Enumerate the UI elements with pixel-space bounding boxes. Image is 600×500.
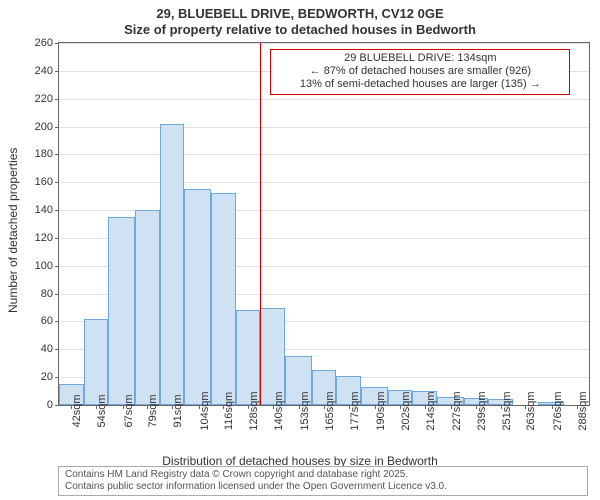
y-tick-mark (55, 349, 59, 350)
y-tick-label: 40 (41, 343, 53, 355)
x-tick-label: 104sqm (199, 391, 211, 430)
y-tick-mark (55, 182, 59, 183)
x-tick-label: 251sqm (501, 391, 513, 430)
y-tick-mark (55, 321, 59, 322)
y-tick-mark (55, 377, 59, 378)
y-tick-mark (55, 210, 59, 211)
y-tick-mark (55, 266, 59, 267)
y-tick-mark (55, 43, 59, 44)
chart-title-line2: Size of property relative to detached ho… (0, 22, 600, 37)
y-tick-label: 160 (35, 176, 53, 188)
y-axis-label: Number of detached properties (6, 148, 20, 313)
y-tick-label: 80 (41, 288, 53, 300)
x-tick-label: 202sqm (400, 391, 412, 430)
x-tick-label: 67sqm (123, 394, 135, 427)
gridline (59, 43, 589, 44)
x-tick-label: 54sqm (96, 394, 108, 427)
annotation-line: 29 BLUEBELL DRIVE: 134sqm (275, 52, 565, 65)
gridline (59, 182, 589, 183)
x-tick-label: 263sqm (525, 391, 537, 430)
x-tick-label: 79sqm (147, 394, 159, 427)
x-tick-label: 214sqm (425, 391, 437, 430)
chart-title-line1: 29, BLUEBELL DRIVE, BEDWORTH, CV12 0GE (0, 6, 600, 21)
y-tick-label: 0 (47, 399, 53, 411)
y-tick-label: 140 (35, 204, 53, 216)
y-tick-mark (55, 71, 59, 72)
y-tick-label: 180 (35, 148, 53, 160)
x-tick-label: 190sqm (375, 391, 387, 430)
y-tick-mark (55, 405, 59, 406)
x-tick-label: 153sqm (299, 391, 311, 430)
reference-marker-line (260, 43, 261, 405)
y-tick-mark (55, 99, 59, 100)
histogram-bar (84, 319, 109, 405)
x-tick-label: 91sqm (172, 394, 184, 427)
x-tick-label: 42sqm (71, 394, 83, 427)
y-tick-mark (55, 154, 59, 155)
footer-line1: Contains HM Land Registry data © Crown c… (65, 469, 581, 481)
y-tick-mark (55, 127, 59, 128)
gridline (59, 127, 589, 128)
x-tick-label: 140sqm (273, 391, 285, 430)
y-tick-mark (55, 294, 59, 295)
x-tick-label: 227sqm (451, 391, 463, 430)
annotation-line: 13% of semi-detached houses are larger (… (275, 78, 565, 91)
x-tick-label: 276sqm (552, 391, 564, 430)
y-tick-label: 120 (35, 232, 53, 244)
histogram-bar (160, 124, 185, 405)
histogram-bar (108, 217, 135, 405)
annotation-box: 29 BLUEBELL DRIVE: 134sqm← 87% of detach… (270, 49, 570, 95)
x-tick-label: 165sqm (324, 391, 336, 430)
y-tick-label: 220 (35, 93, 53, 105)
histogram-bar (135, 210, 160, 405)
y-tick-label: 240 (35, 65, 53, 77)
plot-area: 02040608010012014016018020022024026042sq… (58, 42, 590, 406)
y-tick-label: 100 (35, 260, 53, 272)
chart-container: 29, BLUEBELL DRIVE, BEDWORTH, CV12 0GE S… (0, 0, 600, 500)
histogram-bar (184, 189, 211, 405)
y-tick-label: 60 (41, 315, 53, 327)
x-tick-label: 177sqm (349, 391, 361, 430)
x-tick-label: 239sqm (476, 391, 488, 430)
y-tick-label: 20 (41, 371, 53, 383)
attribution-footer: Contains HM Land Registry data © Crown c… (58, 466, 588, 496)
y-tick-label: 260 (35, 37, 53, 49)
gridline (59, 99, 589, 100)
y-tick-label: 200 (35, 121, 53, 133)
x-tick-label: 288sqm (577, 391, 589, 430)
footer-line2: Contains public sector information licen… (65, 481, 581, 493)
histogram-bar (260, 308, 285, 405)
histogram-bar (211, 193, 236, 405)
gridline (59, 154, 589, 155)
x-tick-label: 116sqm (223, 392, 235, 430)
y-tick-mark (55, 238, 59, 239)
x-tick-label: 128sqm (248, 391, 260, 430)
annotation-line: ← 87% of detached houses are smaller (92… (275, 65, 565, 78)
